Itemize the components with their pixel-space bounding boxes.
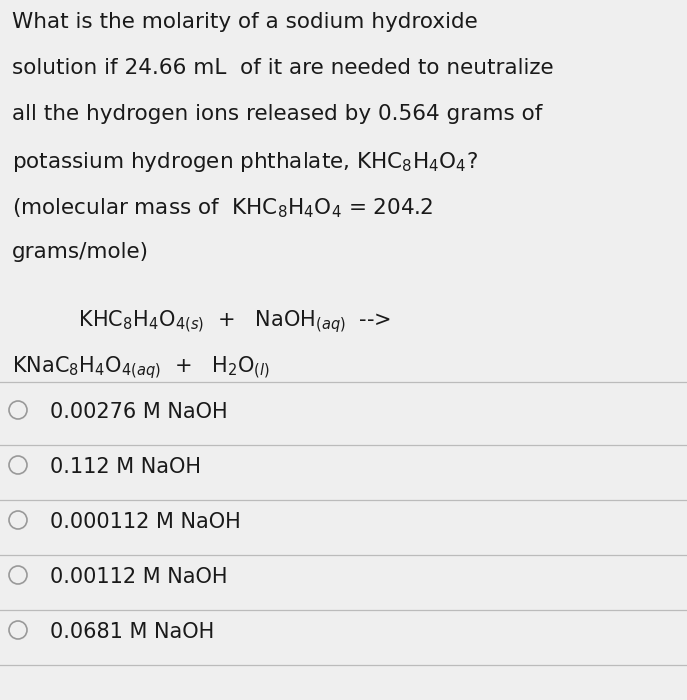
Text: 0.000112 M NaOH: 0.000112 M NaOH xyxy=(50,512,240,532)
Text: 0.112 M NaOH: 0.112 M NaOH xyxy=(50,457,201,477)
Text: potassium hydrogen phthalate, KHC$_8$H$_4$O$_4$?: potassium hydrogen phthalate, KHC$_8$H$_… xyxy=(12,150,478,174)
Text: grams/mole): grams/mole) xyxy=(12,242,149,262)
Text: all the hydrogen ions released by 0.564 grams of: all the hydrogen ions released by 0.564 … xyxy=(12,104,542,124)
Text: KHC$_8$H$_4$O$_{4(s)}$  +   NaOH$_{(aq)}$  -->: KHC$_8$H$_4$O$_{4(s)}$ + NaOH$_{(aq)}$ -… xyxy=(52,308,392,335)
Text: 0.0681 M NaOH: 0.0681 M NaOH xyxy=(50,622,214,642)
Text: 0.00112 M NaOH: 0.00112 M NaOH xyxy=(50,567,227,587)
Text: solution if 24.66 mL  of it are needed to neutralize: solution if 24.66 mL of it are needed to… xyxy=(12,58,554,78)
Text: KNaC$_8$H$_4$O$_{4(aq)}$  +   H$_2$O$_{(l)}$: KNaC$_8$H$_4$O$_{4(aq)}$ + H$_2$O$_{(l)}… xyxy=(12,354,270,381)
Text: (molecular mass of  KHC$_8$H$_4$O$_4$ = 204.2: (molecular mass of KHC$_8$H$_4$O$_4$ = 2… xyxy=(12,196,433,220)
Text: What is the molarity of a sodium hydroxide: What is the molarity of a sodium hydroxi… xyxy=(12,12,477,32)
Text: 0.00276 M NaOH: 0.00276 M NaOH xyxy=(50,402,227,422)
